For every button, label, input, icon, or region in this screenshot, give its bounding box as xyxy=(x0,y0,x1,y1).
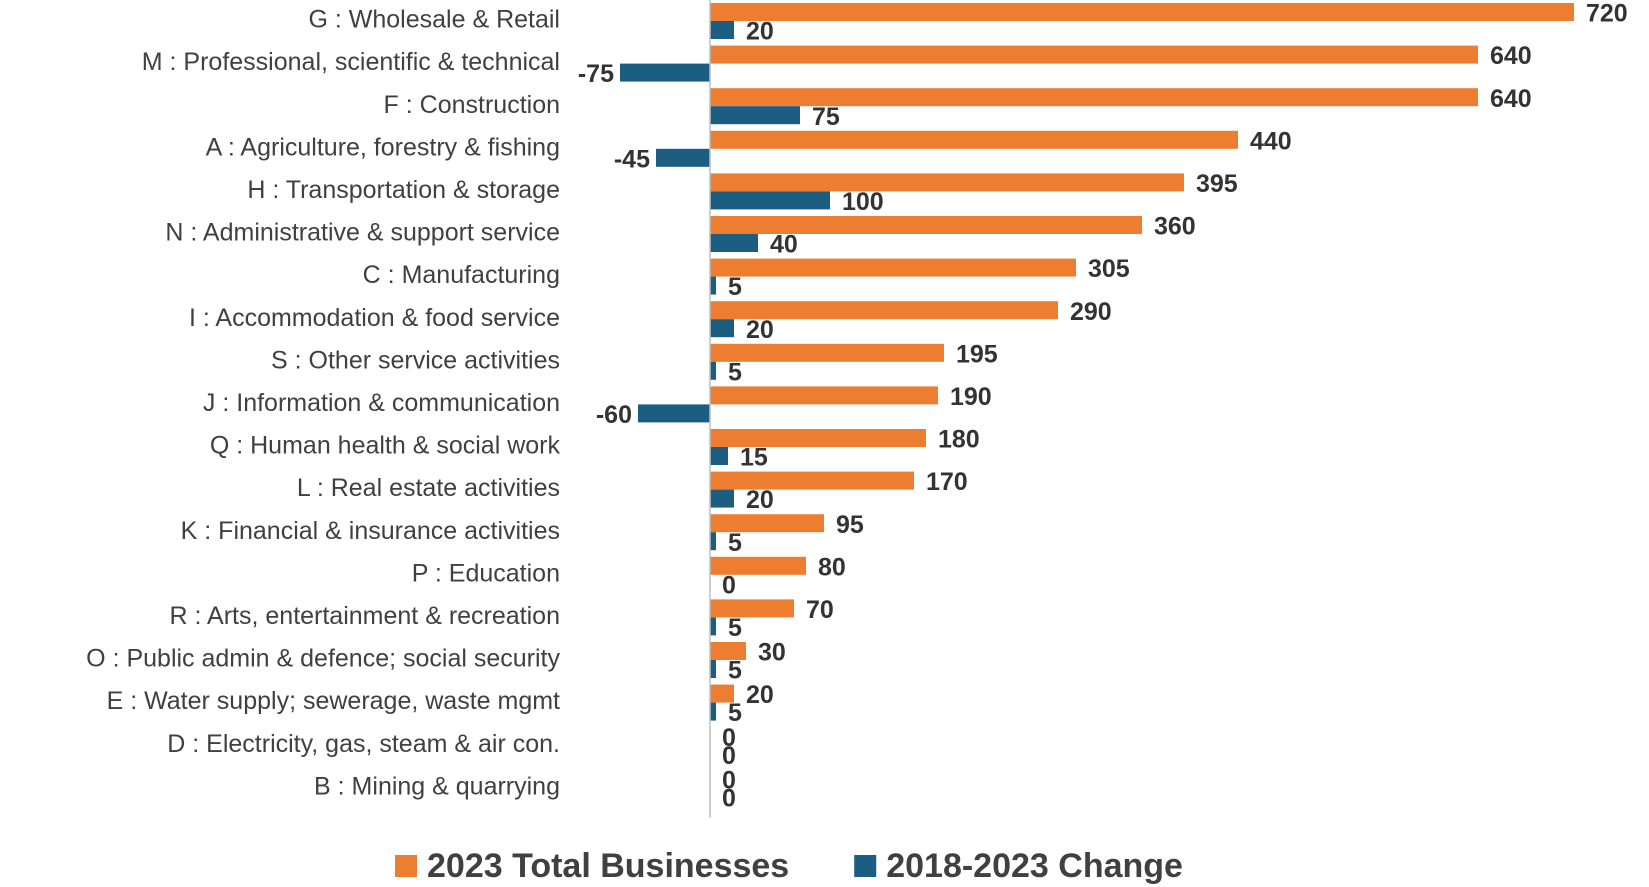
data-label: 5 xyxy=(728,699,742,727)
data-label: 305 xyxy=(1088,255,1130,283)
bar xyxy=(710,386,938,405)
data-label: 75 xyxy=(812,103,840,131)
category-label: C : Manufacturing xyxy=(363,261,560,289)
data-label: 290 xyxy=(1070,298,1112,326)
bar xyxy=(710,684,734,703)
data-label: 20 xyxy=(746,18,774,46)
legend-swatch xyxy=(854,855,877,877)
bar xyxy=(710,173,1184,192)
data-label: 15 xyxy=(740,444,768,472)
bar xyxy=(620,63,710,82)
category-label: F : Construction xyxy=(384,91,560,119)
data-label: 190 xyxy=(950,383,992,411)
data-label: -45 xyxy=(614,145,650,173)
data-label: 5 xyxy=(728,273,742,301)
bar xyxy=(710,361,716,380)
bar xyxy=(710,319,734,338)
category-label: B : Mining & quarrying xyxy=(314,772,560,800)
category-label: R : Arts, entertainment & recreation xyxy=(170,602,560,630)
bar xyxy=(710,88,1478,107)
bar xyxy=(710,642,746,660)
category-label: O : Public admin & defence; social secur… xyxy=(86,645,560,673)
bar xyxy=(710,429,926,447)
bar xyxy=(710,258,1076,277)
bar xyxy=(710,216,1142,234)
bar xyxy=(656,148,710,167)
data-label: 720 xyxy=(1586,0,1628,28)
data-label: 20 xyxy=(746,486,774,514)
bar xyxy=(710,471,914,490)
category-label: M : Professional, scientific & technical xyxy=(142,48,560,76)
bar xyxy=(710,514,824,533)
data-label: 40 xyxy=(770,231,798,259)
data-label: 440 xyxy=(1250,127,1292,155)
legend-label: 2023 Total Businesses xyxy=(427,847,789,885)
data-label: 95 xyxy=(836,511,864,539)
legend-label: 2018-2023 Change xyxy=(886,847,1183,885)
data-label: 170 xyxy=(926,468,968,496)
data-label: 5 xyxy=(728,529,742,557)
bar xyxy=(710,617,716,636)
category-label: Q : Human health & social work xyxy=(210,432,561,460)
data-label: -75 xyxy=(578,60,614,88)
data-label: 0 xyxy=(722,571,736,599)
bar xyxy=(710,343,944,362)
data-label: 0 xyxy=(722,724,736,752)
legend-swatch xyxy=(395,855,417,877)
category-label: A : Agriculture, forestry & fishing xyxy=(206,133,560,161)
data-label: 5 xyxy=(728,614,742,642)
category-label: G : Wholesale & Retail xyxy=(309,6,561,34)
bar xyxy=(710,234,758,252)
bar xyxy=(710,532,716,551)
category-label: P : Education xyxy=(412,559,560,587)
bar xyxy=(710,489,734,508)
data-label: 5 xyxy=(728,657,742,685)
data-label: 30 xyxy=(758,639,786,667)
data-label: 360 xyxy=(1154,213,1196,241)
data-label: 0 xyxy=(722,766,736,794)
data-label: 180 xyxy=(938,426,980,454)
data-label: 20 xyxy=(746,681,774,709)
data-label: 640 xyxy=(1490,85,1532,113)
category-label: L : Real estate activities xyxy=(297,474,560,502)
bar xyxy=(710,21,734,39)
category-label: K : Financial & insurance activities xyxy=(181,517,560,545)
category-label: N : Administrative & support service xyxy=(165,219,560,247)
category-label: S : Other service activities xyxy=(271,346,560,374)
bar xyxy=(710,556,806,575)
data-label: 20 xyxy=(746,316,774,344)
data-label: 0 xyxy=(722,742,736,770)
data-label: 195 xyxy=(956,340,998,368)
bar xyxy=(710,660,716,678)
bar xyxy=(710,45,1478,64)
data-label: 0 xyxy=(722,784,736,812)
category-label: I : Accommodation & food service xyxy=(189,304,560,332)
data-label: 100 xyxy=(842,188,884,216)
bar xyxy=(638,404,710,423)
data-label: 640 xyxy=(1490,42,1532,70)
bar xyxy=(710,130,1238,149)
bar xyxy=(710,301,1058,320)
bar xyxy=(710,447,728,465)
bar xyxy=(710,599,794,618)
bar xyxy=(710,702,716,721)
category-label: H : Transportation & storage xyxy=(247,176,560,204)
category-label: J : Information & communication xyxy=(203,389,560,417)
data-label: 70 xyxy=(806,596,834,624)
data-label: -60 xyxy=(596,401,632,429)
bar xyxy=(710,191,830,210)
category-label: E : Water supply; sewerage, waste mgmt xyxy=(107,687,560,715)
category-label: D : Electricity, gas, steam & air con. xyxy=(167,730,560,758)
data-label: 395 xyxy=(1196,170,1238,198)
bar xyxy=(710,276,716,295)
data-label: 80 xyxy=(818,553,846,581)
bar xyxy=(710,106,800,125)
bar xyxy=(710,3,1574,21)
data-label: 5 xyxy=(728,358,742,386)
